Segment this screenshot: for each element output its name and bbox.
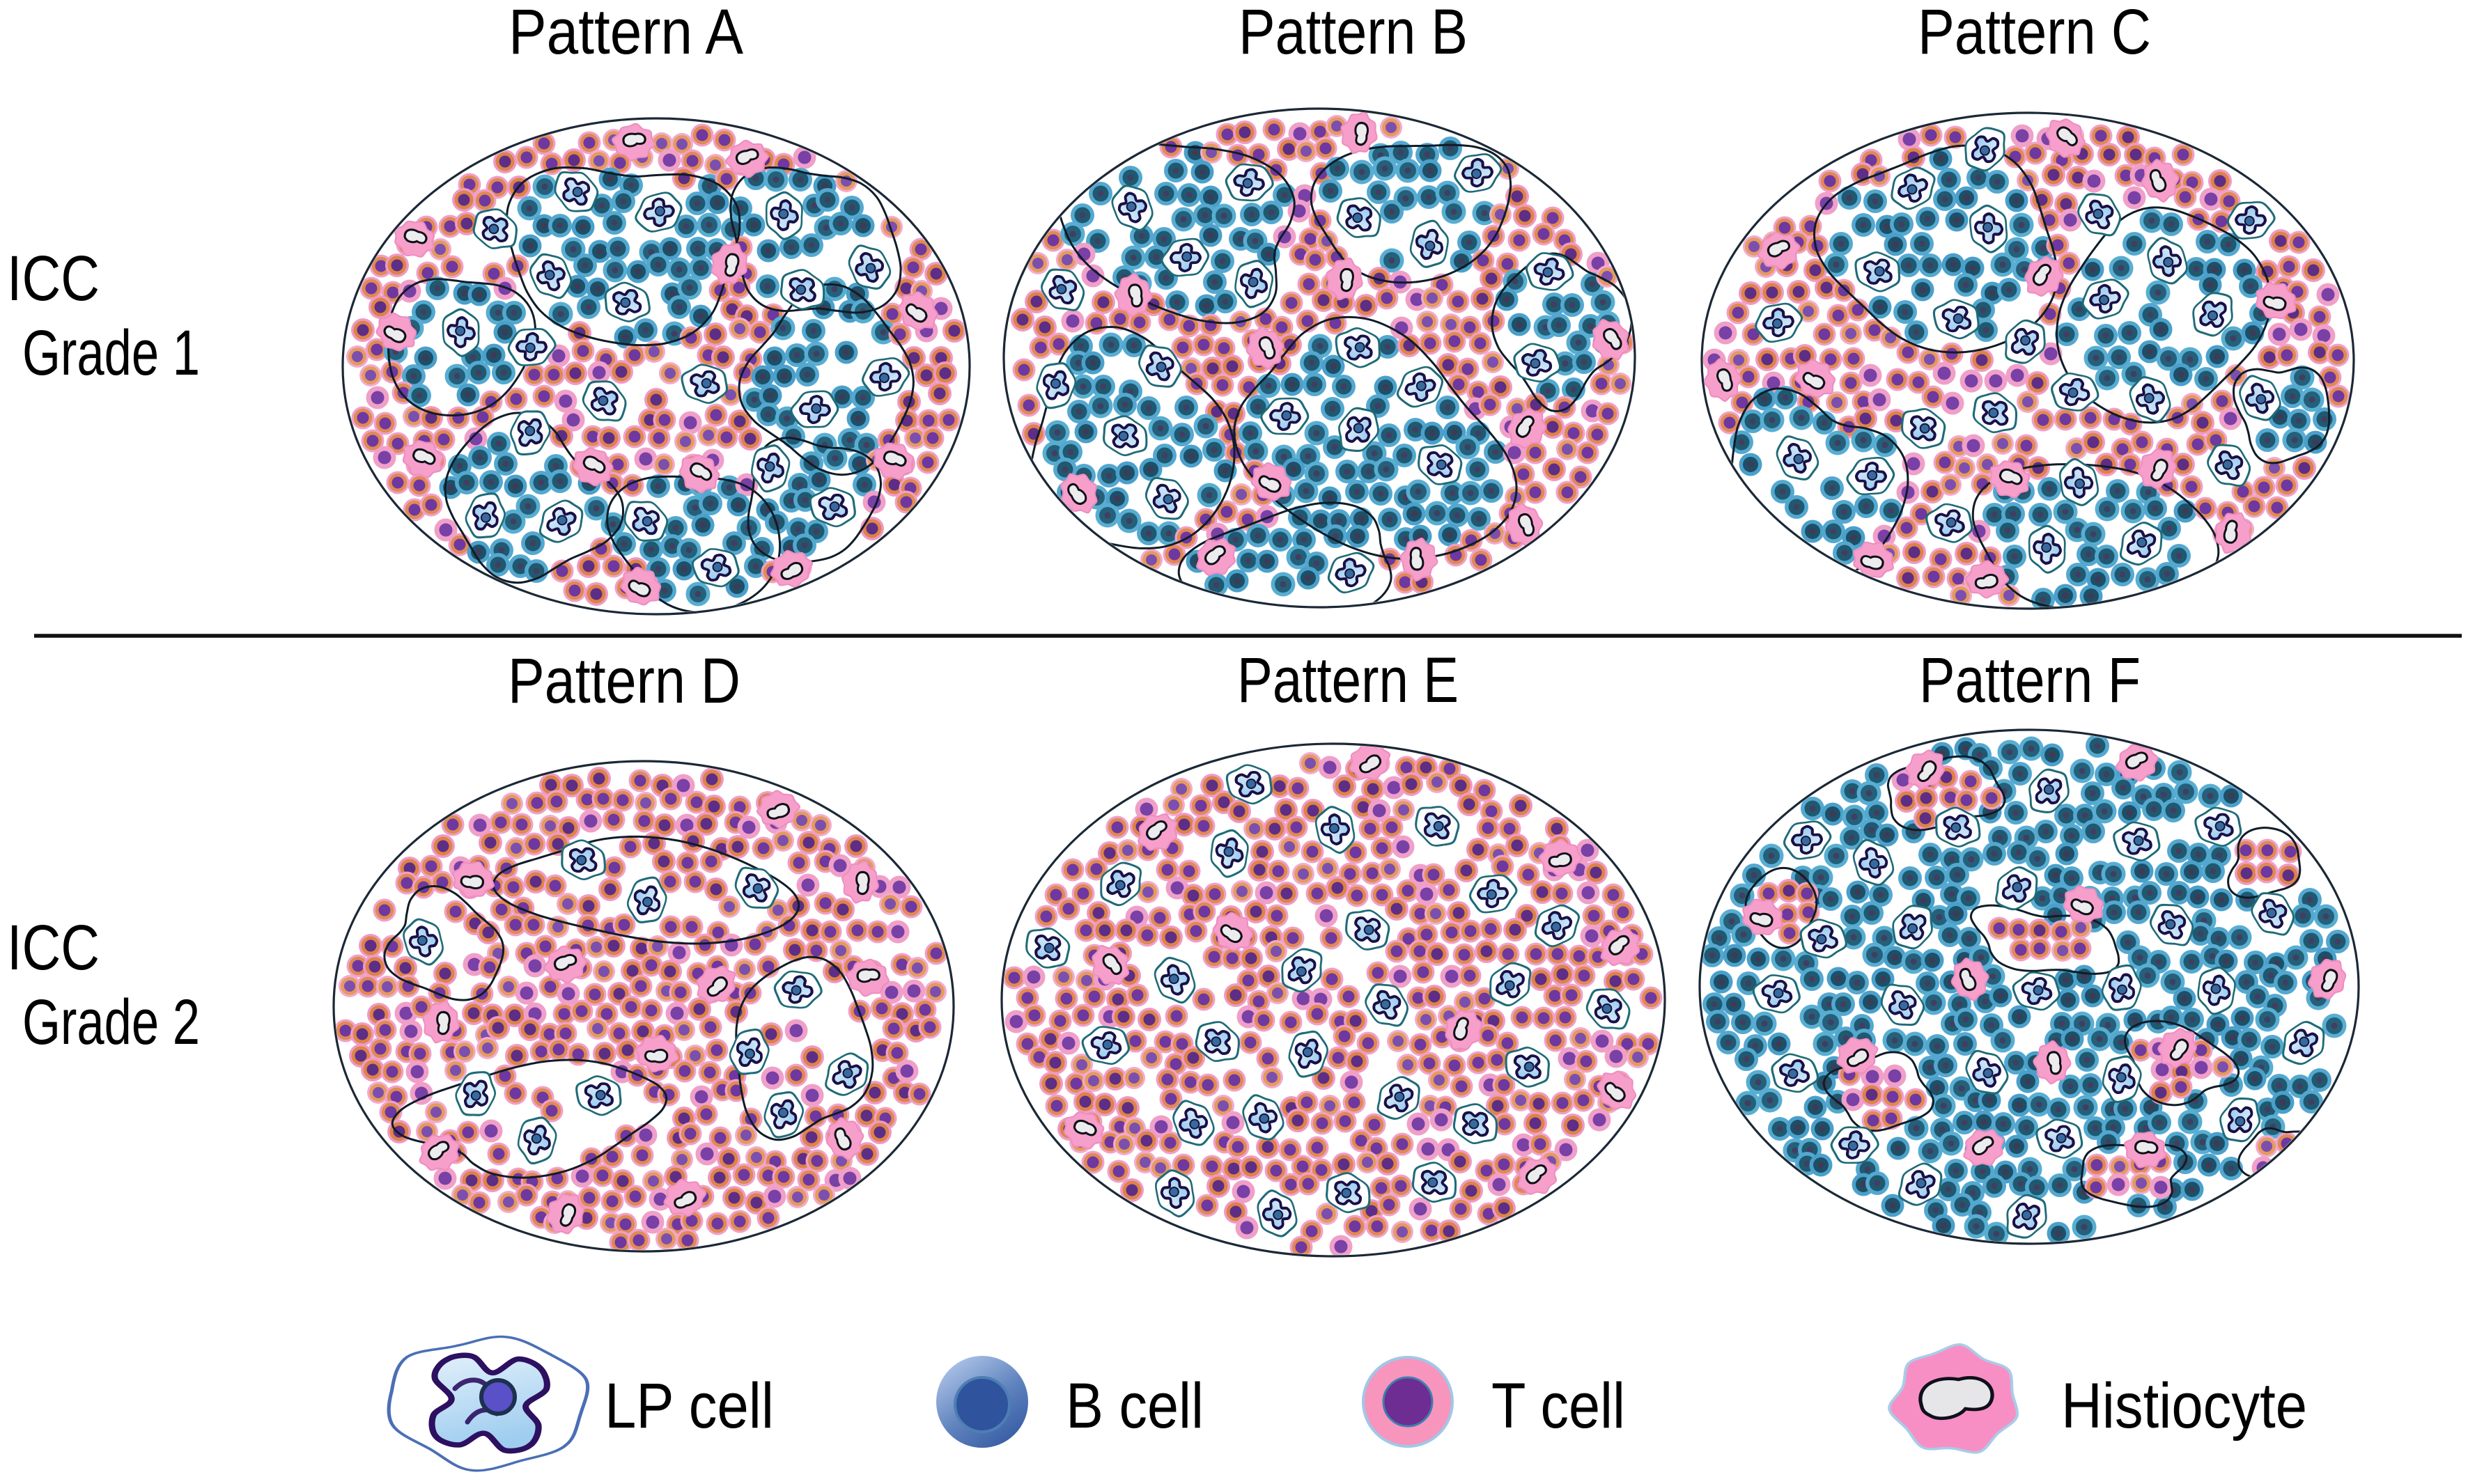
- svg-text:Pattern E: Pattern E: [1237, 645, 1459, 716]
- svg-text:Pattern F: Pattern F: [1919, 645, 2141, 716]
- svg-text:ICC: ICC: [7, 912, 100, 983]
- svg-text:Histiocyte: Histiocyte: [2061, 1370, 2307, 1442]
- svg-text:Grade 1: Grade 1: [22, 318, 200, 389]
- svg-text:Pattern D: Pattern D: [508, 646, 740, 717]
- svg-text:Pattern B: Pattern B: [1239, 0, 1468, 68]
- svg-text:B cell: B cell: [1066, 1370, 1204, 1442]
- svg-text:LP cell: LP cell: [605, 1370, 774, 1442]
- svg-text:T cell: T cell: [1491, 1370, 1625, 1442]
- svg-text:Grade 2: Grade 2: [22, 987, 200, 1058]
- svg-text:Pattern A: Pattern A: [509, 0, 744, 68]
- svg-text:Pattern C: Pattern C: [1918, 0, 2151, 68]
- svg-text:ICC: ICC: [7, 243, 100, 314]
